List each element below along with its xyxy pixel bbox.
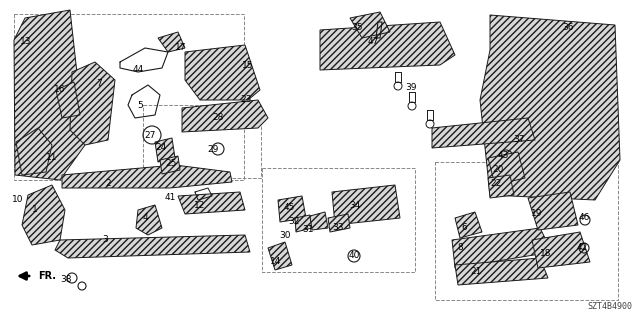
Text: 23: 23	[240, 95, 252, 105]
Text: 3: 3	[102, 235, 108, 244]
Text: 21: 21	[470, 268, 482, 277]
Text: 36: 36	[563, 24, 573, 33]
Polygon shape	[310, 212, 328, 230]
Text: 18: 18	[540, 249, 552, 257]
Polygon shape	[16, 128, 52, 175]
Bar	[500, 160, 512, 166]
Text: 19: 19	[531, 209, 543, 218]
Polygon shape	[350, 12, 390, 38]
Text: 38: 38	[60, 276, 72, 285]
Text: 6: 6	[461, 224, 467, 233]
Polygon shape	[455, 258, 548, 285]
Text: 10: 10	[12, 196, 24, 204]
Polygon shape	[178, 192, 245, 214]
Polygon shape	[532, 232, 590, 268]
Polygon shape	[488, 175, 514, 198]
Polygon shape	[158, 32, 185, 52]
Bar	[143, 105, 261, 178]
Text: 41: 41	[164, 194, 176, 203]
Text: 40: 40	[348, 250, 360, 259]
Text: 34: 34	[349, 201, 361, 210]
Text: 42: 42	[577, 242, 588, 251]
Text: 44: 44	[132, 64, 143, 73]
Polygon shape	[155, 138, 175, 162]
Text: 13: 13	[20, 38, 32, 47]
Text: 27: 27	[144, 131, 156, 140]
Polygon shape	[488, 152, 525, 185]
Text: 4: 4	[142, 213, 148, 222]
Polygon shape	[295, 215, 312, 232]
Text: 31: 31	[302, 225, 314, 234]
Polygon shape	[328, 214, 350, 232]
Text: 32: 32	[288, 218, 300, 226]
Polygon shape	[332, 185, 400, 225]
Text: 24: 24	[156, 144, 166, 152]
Polygon shape	[62, 165, 232, 188]
Polygon shape	[22, 185, 65, 245]
Text: 33: 33	[332, 222, 344, 232]
Polygon shape	[56, 82, 80, 118]
Polygon shape	[55, 235, 250, 258]
Text: SZT4B4900: SZT4B4900	[587, 302, 632, 311]
Text: 8: 8	[457, 243, 463, 253]
Text: 15: 15	[243, 61, 253, 70]
Text: 29: 29	[207, 145, 219, 153]
Bar	[435, 162, 618, 300]
Polygon shape	[278, 196, 306, 222]
Polygon shape	[452, 228, 552, 268]
Text: 43: 43	[497, 151, 509, 160]
Text: 7: 7	[96, 78, 102, 87]
Text: 45: 45	[284, 203, 294, 211]
Polygon shape	[480, 15, 620, 200]
Polygon shape	[182, 100, 268, 132]
Polygon shape	[70, 62, 115, 145]
Text: 11: 11	[46, 153, 58, 162]
Text: 30: 30	[279, 231, 291, 240]
Text: 17: 17	[175, 42, 187, 51]
Text: 25: 25	[165, 160, 177, 168]
Text: 28: 28	[212, 113, 224, 122]
Text: 46: 46	[579, 213, 589, 222]
Text: 2: 2	[105, 179, 111, 188]
Polygon shape	[268, 242, 292, 270]
Polygon shape	[185, 45, 260, 100]
Text: 14: 14	[270, 257, 282, 266]
Text: 22: 22	[490, 179, 502, 188]
Polygon shape	[320, 22, 455, 70]
Polygon shape	[136, 205, 162, 235]
Bar	[14, 14, 244, 180]
Polygon shape	[14, 10, 85, 180]
Text: 37: 37	[513, 136, 525, 145]
Text: 20: 20	[492, 166, 504, 174]
Bar	[262, 168, 415, 272]
Text: 1: 1	[32, 205, 38, 214]
Polygon shape	[528, 192, 578, 230]
Text: 35: 35	[351, 24, 363, 33]
Text: 12: 12	[195, 201, 205, 210]
Text: 5: 5	[137, 100, 143, 109]
Polygon shape	[160, 156, 180, 174]
Text: 47: 47	[367, 38, 379, 47]
Text: 39: 39	[405, 84, 417, 93]
Polygon shape	[432, 118, 535, 148]
Polygon shape	[455, 212, 482, 238]
Text: 16: 16	[54, 85, 66, 93]
Text: FR.: FR.	[38, 271, 56, 281]
